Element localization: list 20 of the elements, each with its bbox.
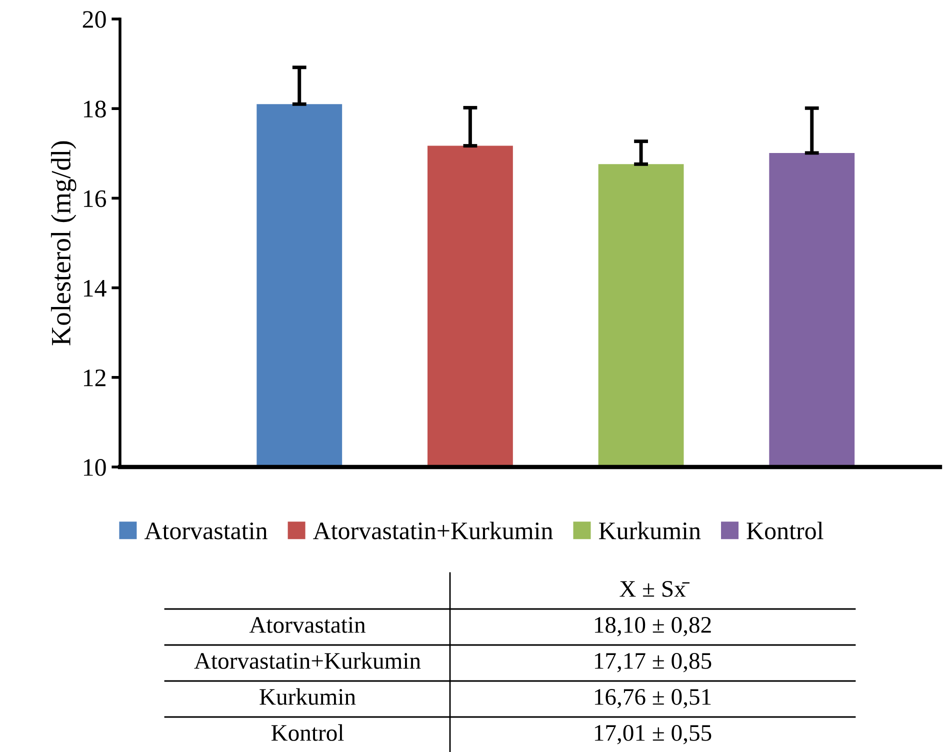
text: 18,10 ± 0,82 [594,616,711,636]
y-tick-label: 10 [84,459,106,476]
y-axis-title: Kolesterol (mg/dl) [50,141,76,346]
y-tick-label: 14 [84,280,106,296]
y-tick-label: 18 [84,100,106,118]
text: 16,76 ± 0,51 [594,688,711,708]
text: 17,01 ± 0,55 [594,724,712,744]
text: Atorvastatin [249,617,366,633]
text: Kontrol [271,724,344,741]
y-tick-label: 20 [82,11,106,28]
y-tick-label: 12 [84,370,106,386]
text: Atorvastatin+Kurkumin [194,652,421,669]
legend-label: Kurkumin [598,522,701,540]
legend-label: Kontrol [746,522,824,540]
text: 17,17 ± 0,85 [594,652,712,672]
legend-label: Atorvastatin+Kurkumin [313,522,553,540]
y-tick-label: 16 [84,190,106,208]
legend-label: Atorvastatin [144,522,268,540]
text: X ± Sx̄ [620,581,690,597]
text: Kurkumin [260,688,356,705]
